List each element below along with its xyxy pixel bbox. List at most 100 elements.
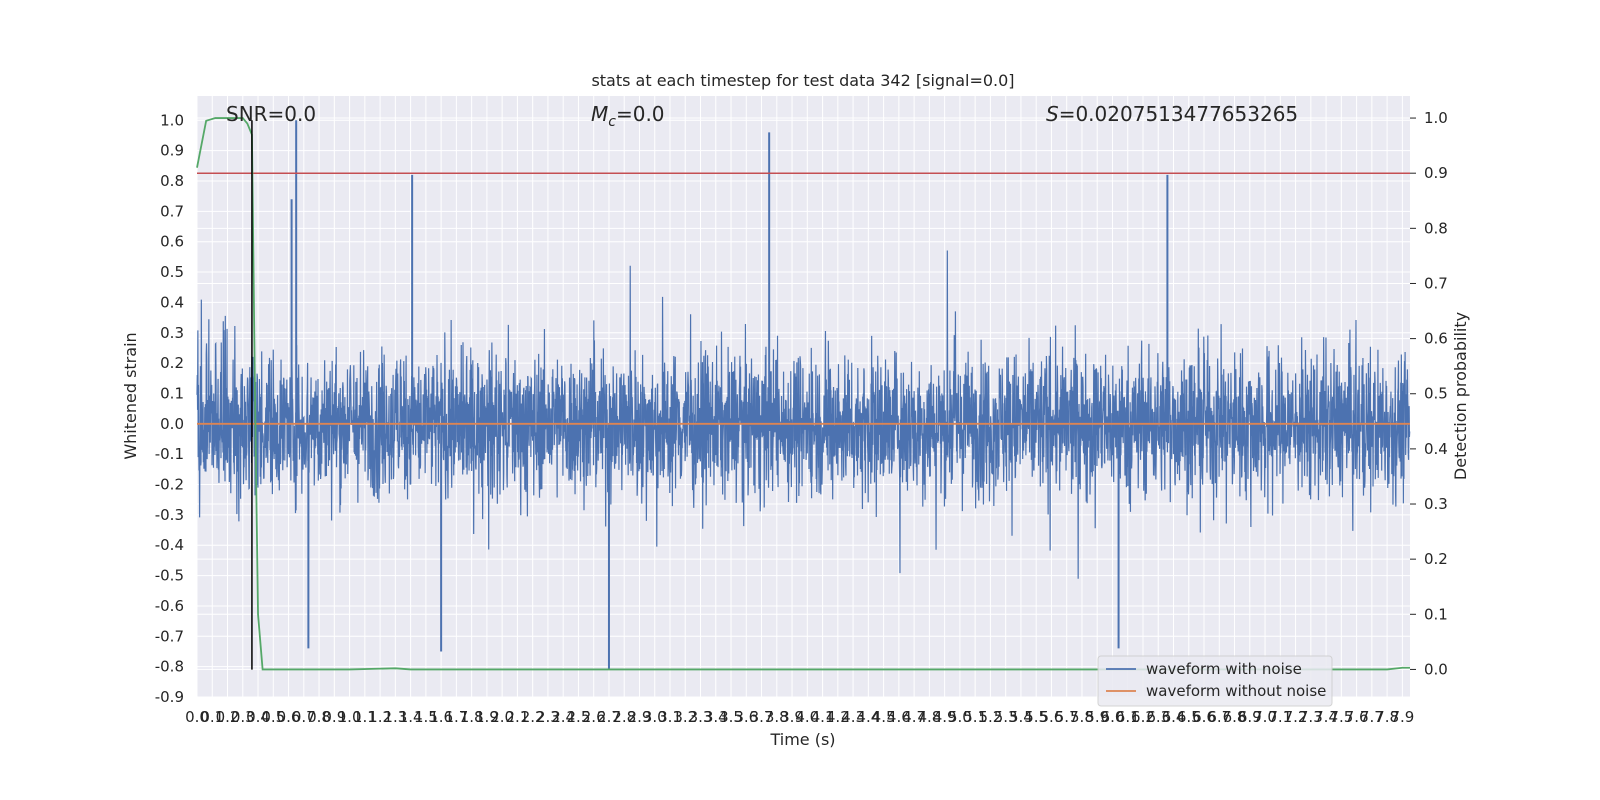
x-tick-label: 5.8: [1070, 708, 1094, 726]
x-tick-label: 3.3: [689, 708, 713, 726]
x-tick-label: 7.2: [1284, 708, 1308, 726]
y-axis-label: Whitened strain: [121, 332, 140, 459]
y-tick-label: 0.4: [160, 293, 184, 311]
x-tick-label: 7.4: [1314, 708, 1338, 726]
x-tick-label: 1.5: [414, 708, 438, 726]
x-tick-label: 7.3: [1299, 708, 1323, 726]
x-tick-label: 1.0: [338, 708, 362, 726]
x-tick-label: 5.5: [1024, 708, 1048, 726]
x-tick-label: 1.3: [383, 708, 407, 726]
x-tick-label: 7.6: [1345, 708, 1369, 726]
y-tick-label: -0.4: [155, 536, 184, 554]
x-tick-label: 2.7: [597, 708, 621, 726]
x-tick-label: 1.9: [475, 708, 499, 726]
y-tick-label: 0.2: [160, 354, 184, 372]
x-tick-label: 4.1: [811, 708, 835, 726]
x-tick-label: 4.6: [887, 708, 911, 726]
x-tick-label: 6.9: [1238, 708, 1262, 726]
y2-axis-ticks: 1.0 0.9 0.8 0.7 0.6 0.5 0.4 0.3 0.2 0.1 0.0: [1410, 109, 1448, 678]
y2-tick-label: 0.3: [1424, 495, 1448, 513]
legend: waveform with noise waveform without noi…: [1097, 655, 1333, 707]
x-tick-label: 1.2: [368, 708, 392, 726]
x-tick-label: 1.1: [353, 708, 377, 726]
y-tick-label: -0.3: [155, 506, 184, 524]
y2-tick-label: 0.8: [1424, 219, 1448, 237]
x-tick-label: 2.1: [505, 708, 529, 726]
y2-tick-label: 0.2: [1424, 550, 1448, 568]
s-value: =0.0207513477653265: [1059, 102, 1298, 126]
y-tick-label: 0.1: [160, 384, 184, 402]
mc-subscript: c: [608, 114, 616, 130]
x-tick-label: 3.5: [719, 708, 743, 726]
x-tick-label: 7.8: [1375, 708, 1399, 726]
mc-symbol: M: [591, 102, 608, 126]
y-tick-label: 0.5: [160, 263, 184, 281]
x-tick-label: 3.0: [643, 708, 667, 726]
x-tick-label: 6.4: [1162, 708, 1186, 726]
x-tick-label: 4.9: [933, 708, 957, 726]
snr-annotation: SNR=0.0: [226, 102, 316, 126]
x-tick-label: 0.9: [322, 708, 346, 726]
y2-tick-label: 0.4: [1424, 440, 1448, 458]
x-tick-label: 3.8: [765, 708, 789, 726]
legend-label-clean: waveform without noise: [1146, 682, 1326, 700]
x-tick-label: 2.6: [582, 708, 606, 726]
x-tick-label: 7.0: [1253, 708, 1277, 726]
mc-value: =0.0: [616, 102, 665, 126]
y-tick-label: 0.0: [160, 415, 184, 433]
y-tick-label: 0.9: [160, 142, 184, 160]
s-annotation: S=0.0207513477653265: [1046, 102, 1298, 126]
x-tick-label: 2.9: [628, 708, 652, 726]
x-tick-label: 6.6: [1192, 708, 1216, 726]
x-tick-label: 1.7: [444, 708, 468, 726]
x-tick-label: 6.0: [1101, 708, 1125, 726]
x-tick-label: 0.0: [185, 708, 209, 726]
x-tick-label: 0.1: [200, 708, 224, 726]
y2-axis-label: Detection probability: [1451, 312, 1470, 480]
y-tick-label: 1.0: [160, 111, 184, 129]
x-tick-label: 3.2: [673, 708, 697, 726]
x-tick-label: 5.4: [1009, 708, 1033, 726]
y-tick-label: -0.5: [155, 567, 184, 585]
x-tick-label: 2.3: [536, 708, 560, 726]
y-tick-label: -0.6: [155, 597, 184, 615]
x-tick-label: 6.7: [1207, 708, 1231, 726]
chart-title: stats at each timestep for test data 342…: [591, 71, 1014, 90]
x-axis-label: Time (s): [769, 730, 835, 749]
y-tick-label: 0.6: [160, 233, 184, 251]
y-tick-label: -0.7: [155, 627, 184, 645]
x-axis-ticks: 0.00.10.20.30.40.50.60.70.80.91.01.11.21…: [185, 708, 1414, 726]
y-tick-label: 0.7: [160, 202, 184, 220]
x-tick-label: 4.2: [826, 708, 850, 726]
x-tick-label: 3.1: [658, 708, 682, 726]
y-tick-label: -0.1: [155, 445, 184, 463]
y-tick-label: -0.2: [155, 476, 184, 494]
x-tick-label: 6.3: [1146, 708, 1170, 726]
x-tick-label: 3.7: [750, 708, 774, 726]
x-tick-label: 5.6: [1040, 708, 1064, 726]
x-tick-label: 5.9: [1085, 708, 1109, 726]
x-tick-label: 4.8: [917, 708, 941, 726]
x-tick-label: 4.5: [872, 708, 896, 726]
x-tick-label: 0.8: [307, 708, 331, 726]
x-tick-label: 7.1: [1268, 708, 1292, 726]
y-tick-label: 0.3: [160, 324, 184, 342]
x-tick-label: 2.0: [490, 708, 514, 726]
y-tick-label: -0.8: [155, 658, 184, 676]
x-tick-label: 7.9: [1390, 708, 1414, 726]
y2-tick-label: 1.0: [1424, 109, 1448, 127]
y2-tick-label: 0.9: [1424, 164, 1448, 182]
x-tick-label: 5.0: [948, 708, 972, 726]
x-tick-label: 7.5: [1329, 708, 1353, 726]
s-symbol: S: [1046, 102, 1059, 126]
x-tick-label: 4.4: [856, 708, 880, 726]
legend-box: [1097, 655, 1333, 707]
x-tick-label: 6.8: [1223, 708, 1247, 726]
x-tick-label: 5.1: [963, 708, 987, 726]
x-tick-label: 6.2: [1131, 708, 1155, 726]
legend-label-noise: waveform with noise: [1146, 660, 1302, 678]
x-tick-label: 2.4: [551, 708, 575, 726]
y2-tick-label: 0.0: [1424, 660, 1448, 678]
x-tick-label: 0.5: [261, 708, 285, 726]
